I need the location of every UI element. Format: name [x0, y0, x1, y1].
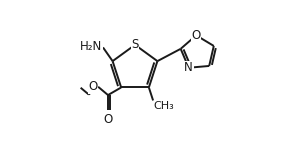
Text: H₂N: H₂N	[80, 40, 102, 53]
Text: O: O	[103, 113, 113, 126]
Text: O: O	[192, 29, 201, 42]
Text: S: S	[131, 38, 139, 51]
Text: N: N	[184, 61, 193, 74]
Text: O: O	[88, 80, 97, 93]
Text: CH₃: CH₃	[154, 101, 174, 111]
